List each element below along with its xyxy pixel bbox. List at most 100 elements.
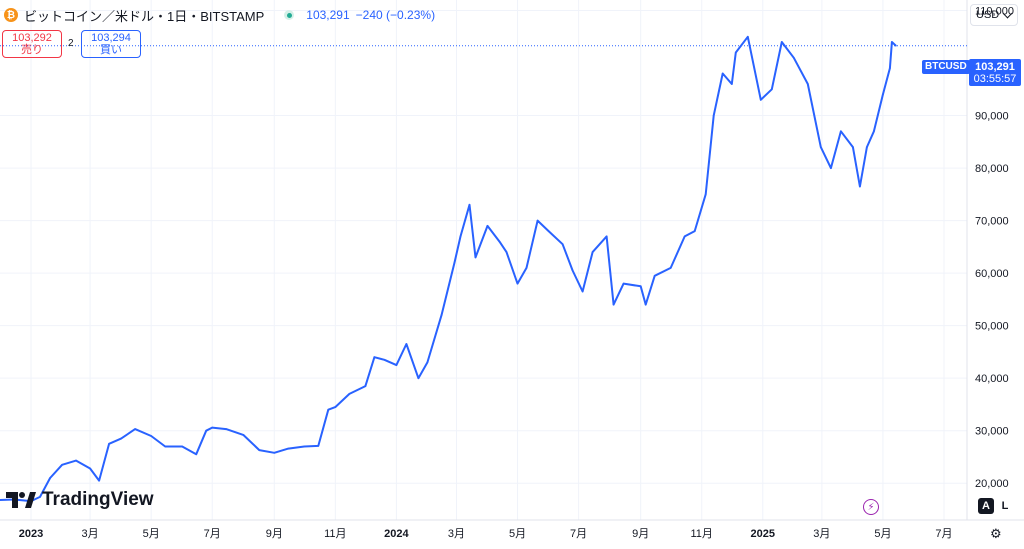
data-point bbox=[840, 130, 842, 133]
currency-selector[interactable]: USD bbox=[970, 4, 1018, 26]
price-series bbox=[0, 35, 897, 503]
price-tag-value: 103,291 bbox=[975, 61, 1015, 73]
data-point bbox=[712, 114, 715, 117]
data-point bbox=[440, 314, 443, 317]
data-point bbox=[98, 479, 100, 482]
x-tick-label: 5月 bbox=[509, 528, 526, 540]
data-point bbox=[895, 44, 897, 47]
y-tick-label: 50,000 bbox=[975, 321, 1009, 333]
data-point bbox=[205, 429, 207, 432]
chart-grid bbox=[0, 0, 967, 520]
data-point bbox=[75, 459, 77, 462]
data-point bbox=[334, 406, 337, 408]
data-point bbox=[760, 99, 762, 101]
data-point bbox=[852, 146, 854, 148]
lightning-icon[interactable]: ⚡ bbox=[863, 499, 879, 515]
x-tick-label: 9月 bbox=[266, 528, 283, 540]
y-tick-label: 60,000 bbox=[975, 268, 1009, 280]
log-scale-button[interactable]: L bbox=[1001, 500, 1009, 512]
bar-countdown: 03:55:57 bbox=[973, 73, 1017, 85]
price-change: −240 (−0.23%) bbox=[355, 8, 436, 22]
series-line-btcusd[interactable] bbox=[0, 35, 897, 503]
buy-label: 買い bbox=[100, 44, 122, 56]
data-point bbox=[830, 167, 832, 169]
data-point bbox=[195, 453, 197, 456]
data-point bbox=[383, 359, 386, 361]
data-point bbox=[581, 290, 584, 293]
x-tick-label: 5月 bbox=[874, 528, 891, 540]
sell-button[interactable]: 103,292 売り bbox=[2, 30, 62, 58]
data-point bbox=[459, 235, 462, 238]
settings-icon[interactable]: ⚙ bbox=[990, 526, 1002, 541]
data-point bbox=[571, 269, 574, 272]
data-point bbox=[683, 235, 686, 238]
y-tick-label: 30,000 bbox=[975, 426, 1009, 438]
x-tick-label: 9月 bbox=[632, 528, 649, 540]
data-point bbox=[426, 361, 429, 364]
bitcoin-icon: ₿ bbox=[4, 8, 18, 22]
data-point bbox=[468, 204, 471, 206]
data-point bbox=[547, 230, 550, 232]
data-point bbox=[612, 303, 615, 306]
chevron-down-icon bbox=[1002, 8, 1013, 19]
y-tick-label: 20,000 bbox=[975, 478, 1009, 490]
tradingview-logo-icon bbox=[6, 492, 36, 508]
data-point bbox=[605, 235, 608, 238]
data-point bbox=[89, 467, 91, 470]
x-tick-label: 2025 bbox=[751, 528, 775, 540]
data-point bbox=[693, 230, 696, 232]
data-point bbox=[150, 435, 152, 437]
x-tick-label: 11月 bbox=[324, 528, 346, 540]
data-point bbox=[793, 57, 795, 59]
data-point bbox=[536, 219, 539, 222]
data-point bbox=[889, 67, 891, 70]
currency-label: USD bbox=[976, 9, 1000, 21]
auto-scale-button[interactable]: A bbox=[978, 498, 994, 514]
data-point bbox=[731, 83, 733, 85]
data-point bbox=[373, 356, 376, 359]
x-tick-label: 3月 bbox=[813, 528, 830, 540]
brand-name: TradingView bbox=[42, 489, 154, 510]
data-point bbox=[591, 251, 594, 253]
x-axis-ticks: 2023 3月 5月 7月 9月 11月 2024 3月 5月 7月 9月 11月 2025 3月 5月 7月 bbox=[19, 528, 953, 540]
sell-label: 売り bbox=[21, 44, 43, 56]
y-tick-label: 70,000 bbox=[975, 216, 1009, 228]
x-tick-label: 7月 bbox=[204, 528, 221, 540]
data-point bbox=[820, 146, 822, 148]
buy-button[interactable]: 103,294 買い bbox=[81, 30, 141, 58]
data-point bbox=[134, 428, 136, 430]
data-point bbox=[653, 275, 656, 277]
sell-price: 103,292 bbox=[12, 32, 52, 44]
data-point bbox=[622, 282, 625, 285]
x-tick-label: 2024 bbox=[384, 528, 409, 540]
symbol-title[interactable]: ビットコイン／米ドル・1日・BITSTAMP bbox=[24, 8, 265, 24]
data-point bbox=[486, 225, 489, 227]
last-price: 103,291 bbox=[306, 8, 350, 22]
symbol-tag: BTCUSD bbox=[922, 60, 970, 74]
x-tick-label: 3月 bbox=[448, 528, 465, 540]
data-point bbox=[405, 343, 408, 345]
data-point bbox=[525, 267, 528, 269]
data-point bbox=[211, 426, 213, 429]
data-point bbox=[61, 464, 63, 466]
data-point bbox=[225, 428, 227, 430]
data-point bbox=[303, 445, 306, 448]
tradingview-logo[interactable]: TradingView bbox=[6, 489, 154, 511]
y-tick-label: 110,000 bbox=[975, 6, 1014, 18]
x-tick-label: 5月 bbox=[143, 528, 160, 540]
x-tick-label: 3月 bbox=[82, 528, 99, 540]
data-point bbox=[273, 452, 276, 454]
data-point bbox=[721, 72, 724, 75]
data-point bbox=[505, 251, 508, 253]
data-point bbox=[417, 377, 420, 380]
data-point bbox=[807, 83, 809, 85]
data-point bbox=[164, 445, 166, 448]
data-point bbox=[747, 36, 749, 38]
data-point bbox=[181, 445, 183, 448]
data-point bbox=[781, 41, 783, 43]
data-point bbox=[108, 443, 110, 445]
data-point bbox=[735, 51, 737, 54]
data-point bbox=[644, 303, 647, 306]
data-point bbox=[498, 240, 501, 243]
